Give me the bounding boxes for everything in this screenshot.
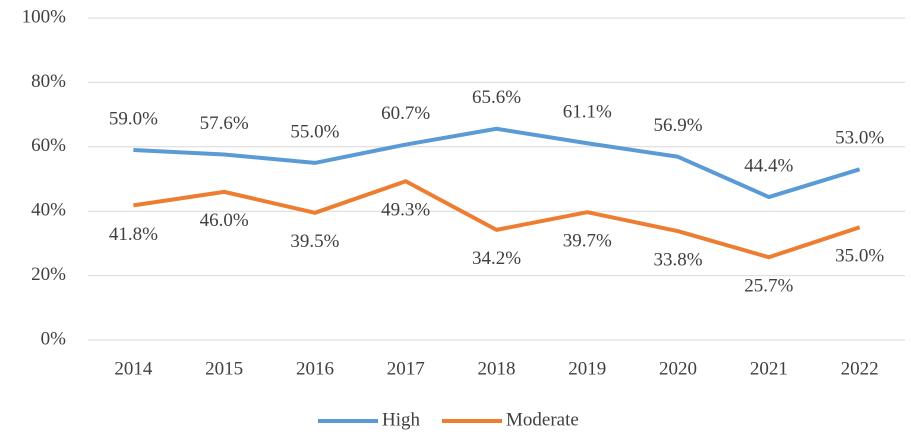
- series-line: [133, 126, 861, 200]
- series-line: [133, 179, 861, 260]
- data-label: 35.0%: [835, 246, 884, 267]
- data-label: 46.0%: [200, 210, 249, 231]
- x-tick-label: 2016: [296, 358, 334, 379]
- data-label: 44.4%: [744, 155, 793, 176]
- data-label: 34.2%: [472, 248, 521, 269]
- data-label: 60.7%: [381, 103, 430, 124]
- x-tick-label: 2017: [387, 358, 425, 379]
- data-label: 41.8%: [109, 224, 158, 245]
- y-tick-label: 60%: [31, 135, 66, 156]
- data-label: 65.6%: [472, 87, 521, 108]
- x-tick-label: 2019: [568, 358, 606, 379]
- legend-label: High: [382, 409, 421, 430]
- x-tick-label: 2021: [750, 358, 788, 379]
- data-label: 25.7%: [744, 276, 793, 297]
- data-label: 33.8%: [654, 250, 703, 271]
- y-tick-label: 80%: [31, 71, 66, 92]
- x-tick-label: 2015: [205, 358, 243, 379]
- data-label: 61.1%: [563, 102, 612, 123]
- data-label: 59.0%: [109, 108, 158, 129]
- legend-label: Moderate: [506, 409, 579, 430]
- data-label: 55.0%: [290, 121, 339, 142]
- y-tick-label: 40%: [31, 200, 66, 221]
- data-label: 39.7%: [563, 231, 612, 252]
- data-label: 57.6%: [200, 113, 249, 134]
- data-label: 39.5%: [290, 231, 339, 252]
- x-tick-label: 2022: [841, 358, 879, 379]
- data-label: 56.9%: [654, 115, 703, 136]
- y-tick-label: 100%: [22, 6, 67, 27]
- x-tick-label: 2018: [478, 358, 516, 379]
- y-tick-label: 0%: [41, 328, 67, 349]
- x-tick-label: 2020: [659, 358, 697, 379]
- data-label: 49.3%: [381, 200, 430, 221]
- y-tick-label: 20%: [31, 264, 66, 285]
- data-label: 53.0%: [835, 128, 884, 149]
- x-tick-label: 2014: [114, 358, 153, 379]
